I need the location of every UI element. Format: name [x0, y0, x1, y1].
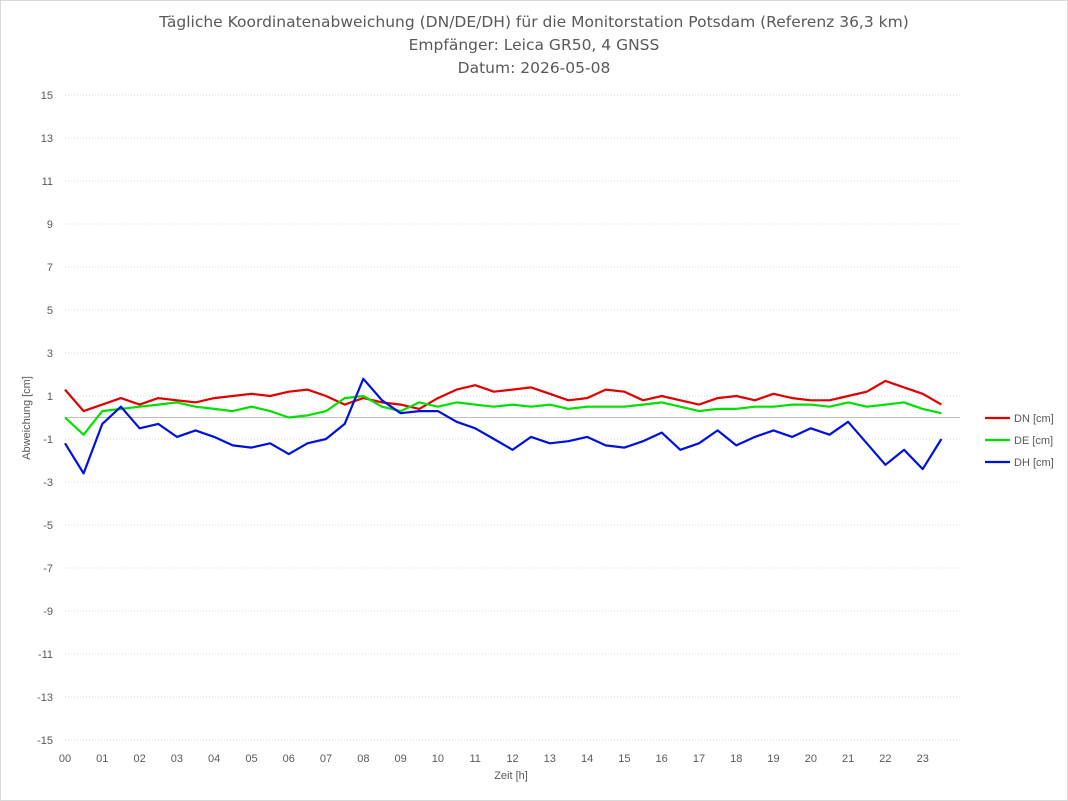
x-tick-label: 00 [59, 753, 71, 765]
x-tick-label: 22 [879, 753, 891, 765]
x-tick-label: 19 [767, 753, 779, 765]
x-tick-label: 02 [133, 753, 145, 765]
x-axis-ticks: 00 01 02 03 04 05 06 07 08 09 10 11 12 13 14 15 16 17 18 19… [59, 753, 929, 765]
y-tick-label: -5 [43, 520, 53, 532]
legend: DN [cm] DE [cm] DH [cm] [985, 413, 1054, 469]
series-line [64, 394, 942, 436]
y-axis-label: Abweichung [cm] [21, 376, 33, 460]
legend-label: DN [cm] [1014, 413, 1054, 425]
y-tick-label: -15 [37, 735, 53, 747]
x-tick-label: 14 [581, 753, 593, 765]
y-axis-ticks: 15 13 11 9 7 5 3 1 -1 -3 -5 -7 -9 -11 -13 -15 [37, 90, 53, 747]
x-tick-label: 06 [283, 753, 295, 765]
x-tick-label: 18 [730, 753, 742, 765]
legend-label: DE [cm] [1014, 435, 1053, 447]
x-tick-label: 05 [245, 753, 257, 765]
x-tick-label: 13 [544, 753, 556, 765]
x-tick-label: 17 [693, 753, 705, 765]
x-tick-label: 12 [506, 753, 518, 765]
y-tick-label: 15 [41, 90, 53, 102]
y-tick-label: 9 [47, 219, 53, 231]
y-tick-label: 13 [41, 133, 53, 145]
x-tick-label: 10 [432, 753, 444, 765]
x-tick-label: 07 [320, 753, 332, 765]
x-tick-label: 03 [171, 753, 183, 765]
y-tick-label: 1 [47, 391, 53, 403]
y-tick-label: 7 [47, 262, 53, 274]
chart-date: Datum: 2026-05-08 [457, 59, 611, 77]
y-tick-label: -13 [37, 692, 53, 704]
x-tick-label: 08 [357, 753, 369, 765]
x-tick-label: 20 [805, 753, 817, 765]
x-tick-label: 15 [618, 753, 630, 765]
y-tick-label: -3 [43, 477, 53, 489]
legend-label: DH [cm] [1014, 457, 1054, 469]
x-tick-label: 11 [469, 753, 480, 765]
y-tick-label: -11 [38, 649, 53, 661]
y-tick-label: -7 [43, 563, 53, 575]
y-tick-label: 3 [47, 348, 53, 360]
x-axis-label: Zeit [h] [494, 770, 528, 782]
y-tick-label: -9 [43, 606, 53, 618]
y-tick-label: 5 [47, 305, 53, 317]
x-tick-label: 01 [96, 753, 108, 765]
y-tick-label: 11 [42, 176, 53, 188]
chart-subtitle: Empfänger: Leica GR50, 4 GNSS [408, 36, 660, 54]
y-tick-label: -1 [43, 434, 53, 446]
grid-lines [65, 94, 960, 741]
series-lines [64, 377, 943, 475]
x-tick-label: 21 [842, 753, 854, 765]
series-line [64, 379, 942, 413]
x-tick-label: 09 [395, 753, 407, 765]
chart-title: Tägliche Koordinatenabweichung (DN/DE/DH… [159, 13, 909, 31]
x-tick-label: 23 [917, 753, 929, 765]
series-line [64, 377, 943, 475]
x-tick-label: 04 [208, 753, 220, 765]
x-tick-label: 16 [656, 753, 668, 765]
